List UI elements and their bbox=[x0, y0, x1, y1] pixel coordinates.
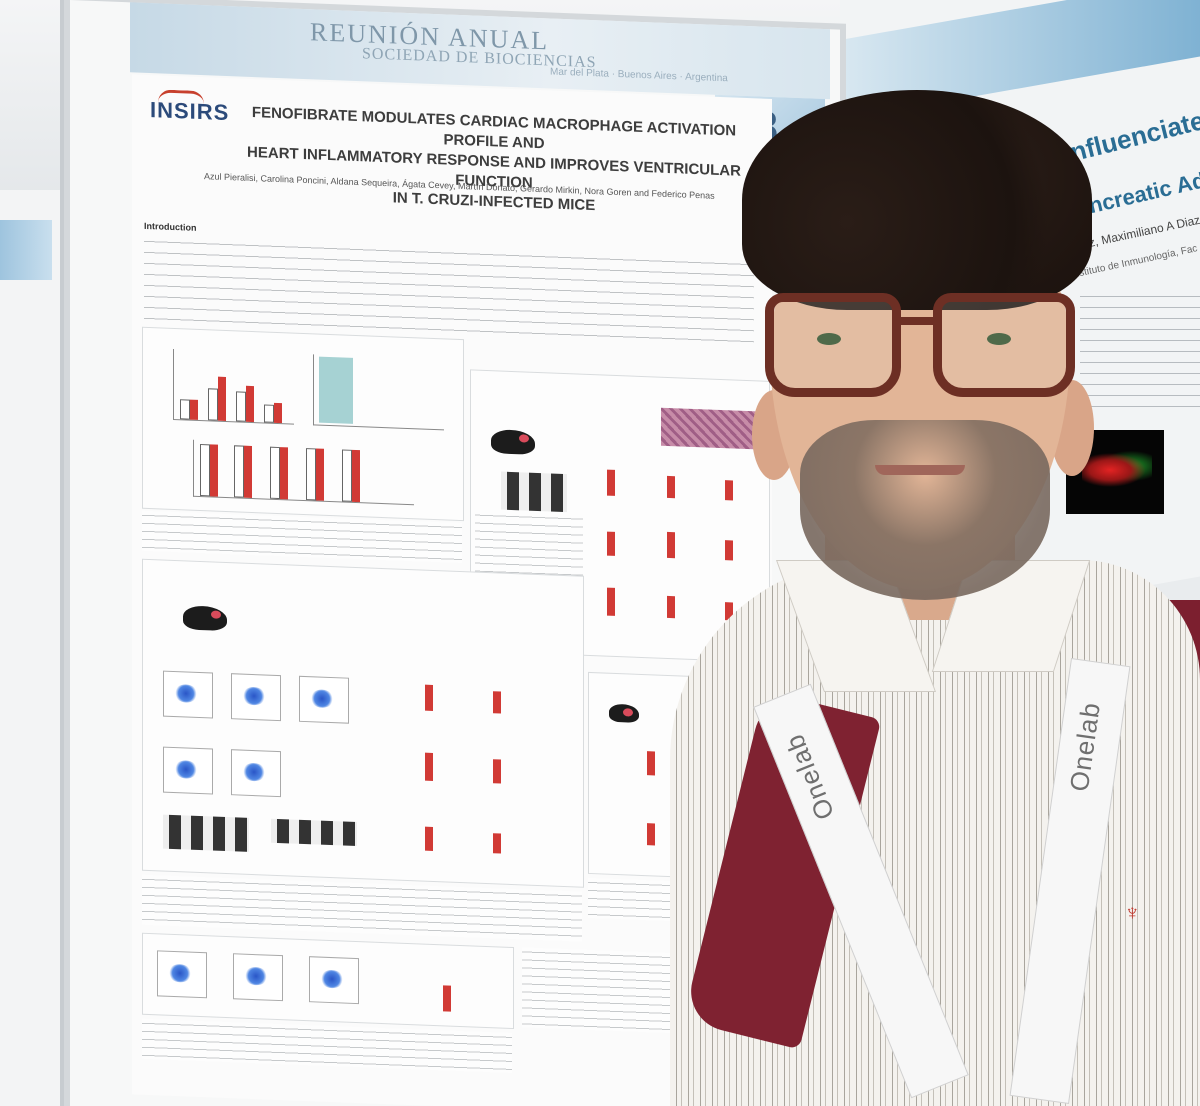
person: Onelab Onelab ♆ bbox=[650, 90, 1200, 1106]
institute-logo: INSIRS bbox=[150, 97, 230, 126]
curly-hair bbox=[742, 90, 1092, 310]
lanyard-text-right: Onelab bbox=[1063, 700, 1106, 794]
mouth bbox=[875, 465, 965, 475]
conference-dates: Mar del Plata · Buenos Aires · Argentina bbox=[550, 66, 728, 85]
figure-1 bbox=[142, 326, 464, 522]
glasses bbox=[765, 285, 1075, 397]
right-poster-body bbox=[1080, 290, 1200, 410]
figure-3 bbox=[142, 558, 584, 888]
beard bbox=[800, 420, 1050, 600]
shirt-logo-icon: ♆ bbox=[1124, 900, 1141, 925]
intro-heading: Introduction bbox=[144, 220, 197, 233]
figure-5 bbox=[142, 932, 514, 1030]
figure-5-caption bbox=[142, 1018, 512, 1073]
left-poster-panel bbox=[0, 190, 63, 1106]
frame-post bbox=[60, 0, 70, 1106]
